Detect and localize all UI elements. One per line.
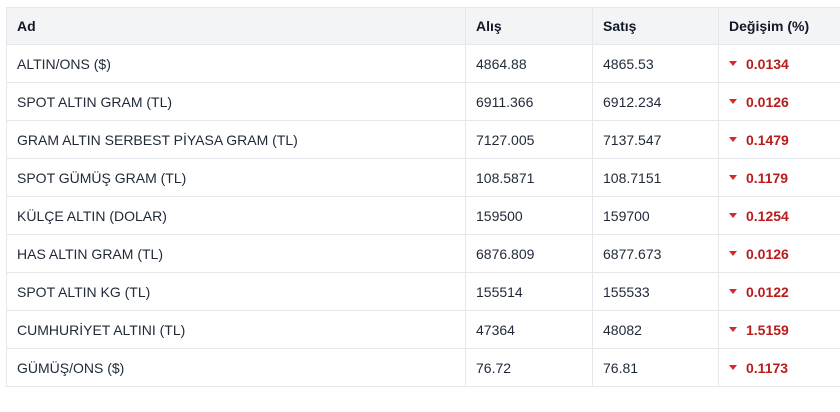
cell-buy: 7127.005 [465,120,593,159]
cell-buy: 108.5871 [465,158,593,197]
cell-change: 0.0134 [718,44,840,83]
cell-change: 0.0122 [718,272,840,311]
cell-sell: 76.81 [592,348,719,387]
header-change[interactable]: Değişim (%) [718,7,840,45]
header-row: Ad Alış Satış Değişim (%) [6,7,840,45]
caret-down-icon [729,289,737,295]
cell-change: 0.0126 [718,82,840,121]
cell-buy: 159500 [465,196,593,235]
table-row[interactable]: CUMHURİYET ALTINI (TL) 47364 48082 1.515… [6,310,840,349]
cell-name: SPOT GÜMÜŞ GRAM (TL) [6,158,466,197]
cell-buy: 6876.809 [465,234,593,273]
change-value: 0.1179 [746,169,789,186]
cell-change: 0.1179 [718,158,840,197]
table-row[interactable]: SPOT ALTIN KG (TL) 155514 155533 0.0122 [6,272,840,311]
cell-buy: 47364 [465,310,593,349]
cell-name: SPOT ALTIN GRAM (TL) [6,82,466,121]
caret-down-icon [729,137,737,143]
change-value: 0.0126 [746,93,789,110]
cell-name: ALTIN/ONS ($) [6,44,466,83]
change-value: 1.5159 [746,321,789,338]
caret-down-icon [729,327,737,333]
cell-change: 0.0126 [718,234,840,273]
cell-sell: 4865.53 [592,44,719,83]
table-row[interactable]: GRAM ALTIN SERBEST PİYASA GRAM (TL) 7127… [6,120,840,159]
cell-name: KÜLÇE ALTIN (DOLAR) [6,196,466,235]
table-row[interactable]: SPOT ALTIN GRAM (TL) 6911.366 6912.234 0… [6,82,840,121]
cell-name: HAS ALTIN GRAM (TL) [6,234,466,273]
cell-name: GÜMÜŞ/ONS ($) [6,348,466,387]
caret-down-icon [729,251,737,257]
cell-name: GRAM ALTIN SERBEST PİYASA GRAM (TL) [6,120,466,159]
caret-down-icon [729,99,737,105]
cell-change: 0.1173 [718,348,840,387]
change-value: 0.1479 [746,131,789,148]
table-row[interactable]: GÜMÜŞ/ONS ($) 76.72 76.81 0.1173 [6,348,840,387]
table-row[interactable]: KÜLÇE ALTIN (DOLAR) 159500 159700 0.1254 [6,196,840,235]
price-table-container: Ad Alış Satış Değişim (%) ALTIN/ONS ($) … [6,7,840,387]
cell-buy: 4864.88 [465,44,593,83]
caret-down-icon [729,365,737,371]
change-value: 0.1254 [746,207,789,224]
caret-down-icon [729,175,737,181]
cell-sell: 6912.234 [592,82,719,121]
cell-sell: 7137.547 [592,120,719,159]
caret-down-icon [729,213,737,219]
cell-change: 0.1254 [718,196,840,235]
table-body: ALTIN/ONS ($) 4864.88 4865.53 0.0134 SPO… [6,44,840,387]
cell-sell: 6877.673 [592,234,719,273]
header-buy[interactable]: Alış [465,7,593,45]
change-value: 0.0122 [746,283,789,300]
cell-name: SPOT ALTIN KG (TL) [6,272,466,311]
table-header: Ad Alış Satış Değişim (%) [6,7,840,45]
header-sell[interactable]: Satış [592,7,719,45]
cell-name: CUMHURİYET ALTINI (TL) [6,310,466,349]
cell-buy: 6911.366 [465,82,593,121]
cell-change: 0.1479 [718,120,840,159]
cell-buy: 155514 [465,272,593,311]
cell-buy: 76.72 [465,348,593,387]
cell-sell: 155533 [592,272,719,311]
price-table: Ad Alış Satış Değişim (%) ALTIN/ONS ($) … [6,7,840,387]
table-row[interactable]: HAS ALTIN GRAM (TL) 6876.809 6877.673 0.… [6,234,840,273]
cell-change: 1.5159 [718,310,840,349]
cell-sell: 159700 [592,196,719,235]
cell-sell: 48082 [592,310,719,349]
cell-sell: 108.7151 [592,158,719,197]
change-value: 0.0126 [746,245,789,262]
change-value: 0.1173 [746,359,789,376]
header-name[interactable]: Ad [6,7,466,45]
change-value: 0.0134 [746,55,789,72]
table-row[interactable]: SPOT GÜMÜŞ GRAM (TL) 108.5871 108.7151 0… [6,158,840,197]
caret-down-icon [729,61,737,67]
table-row[interactable]: ALTIN/ONS ($) 4864.88 4865.53 0.0134 [6,44,840,83]
